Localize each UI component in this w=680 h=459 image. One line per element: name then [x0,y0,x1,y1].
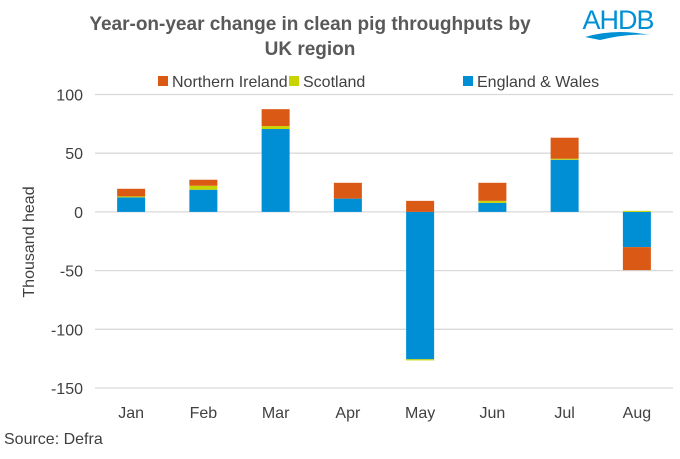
legend-label: Scotland [303,74,365,91]
bar-england-wales-jun [478,202,507,212]
y-axis-label: Thousand head [21,186,38,297]
x-tick-label: Jul [554,405,574,422]
bar-england-wales-aug [622,211,651,248]
bar-northern-ireland-aug [622,247,651,271]
legend-swatch [158,76,168,86]
bar-scotland-jan [117,196,146,198]
bar-northern-ireland-apr [333,182,362,199]
x-tick-label: Aug [623,405,651,422]
bar-northern-ireland-mar [261,109,290,127]
bar-northern-ireland-may [406,200,435,212]
bar-scotland-aug [622,210,651,212]
bar-england-wales-feb [189,189,218,212]
bar-england-wales-apr [333,198,362,212]
ahdb-logo-wave [585,31,650,40]
bar-scotland-may [406,359,435,361]
x-tick-label: Jan [118,405,144,422]
bar-scotland-jun [478,200,507,203]
ahdb-logo-text: AHDB [582,5,653,35]
bar-scotland-feb [189,185,218,190]
bar-england-wales-may [406,211,435,360]
bar-england-wales-mar [261,129,290,212]
y-tick-label: 50 [65,146,83,163]
bar-scotland-jul [550,158,579,160]
bar-scotland-mar [261,126,290,130]
bar-northern-ireland-jan [117,188,146,197]
x-tick-label: Jun [479,405,505,422]
legend-swatch [289,76,299,86]
bar-northern-ireland-jun [478,182,507,201]
x-tick-label: Apr [335,405,361,422]
x-tick-label: May [405,405,435,422]
y-tick-label: -100 [51,322,83,339]
legend-label: Northern Ireland [172,74,288,91]
bar-northern-ireland-feb [189,179,218,186]
legend-label: England & Wales [477,74,599,91]
y-tick-label: 100 [56,88,83,105]
x-tick-label: Mar [262,405,290,422]
source-note: Source: Defra [4,431,103,448]
bar-northern-ireland-jul [550,137,579,159]
y-tick-label: 0 [74,205,83,222]
y-tick-label: -50 [60,264,83,281]
chart-title-line-2: UK region [265,39,356,60]
x-tick-label: Feb [190,405,218,422]
legend-swatch [463,76,473,86]
bar-england-wales-jul [550,159,579,212]
chart-title-line-1: Year-on-year change in clean pig through… [89,14,531,35]
bar-england-wales-jan [117,197,146,212]
ahdb-logo: AHDB [582,5,655,40]
y-tick-label: -150 [51,381,83,398]
